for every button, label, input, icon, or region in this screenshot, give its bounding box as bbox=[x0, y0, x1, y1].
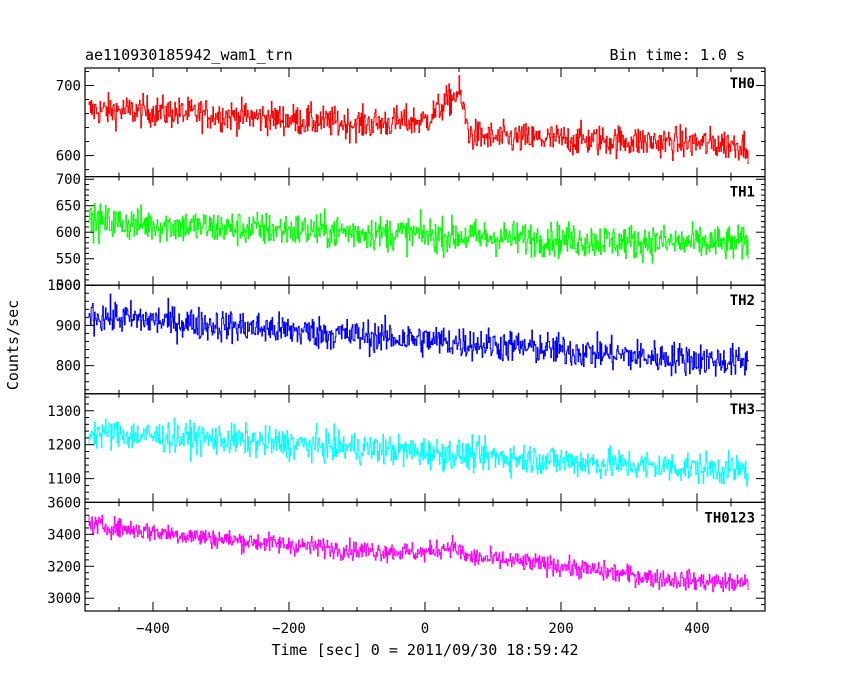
x-axis: −400 −200 0 200 400 bbox=[136, 621, 710, 637]
y-tick-label: 550 bbox=[56, 252, 81, 268]
y-tick-label: 3600 bbox=[47, 495, 81, 511]
y-tick-label: 1200 bbox=[47, 438, 81, 454]
y-tick-label: 650 bbox=[56, 199, 81, 215]
x-tick-label: −400 bbox=[136, 621, 170, 637]
panel-th0: 600 700 TH0 bbox=[56, 67, 766, 178]
panel-name-th1: TH1 bbox=[730, 185, 755, 201]
panel-name-th3: TH3 bbox=[730, 402, 755, 418]
series-line-th3 bbox=[88, 417, 749, 487]
y-tick-label: 3000 bbox=[47, 591, 81, 607]
panel-th1: 500 550 600 650 700 TH1 bbox=[56, 172, 766, 294]
y-tick-label: 700 bbox=[56, 172, 81, 188]
y-tick-label: 600 bbox=[56, 225, 81, 241]
x-tick-label: −200 bbox=[272, 621, 306, 637]
x-tick-label: 200 bbox=[548, 621, 573, 637]
panel-frame bbox=[84, 176, 766, 286]
series-line-th0 bbox=[88, 75, 749, 165]
panel-name-th0123: TH0123 bbox=[704, 510, 755, 526]
panel-frame bbox=[84, 393, 766, 503]
y-tick-label: 500 bbox=[56, 278, 81, 294]
y-tick-label: 3200 bbox=[47, 559, 81, 575]
y-axis-label: Counts/sec bbox=[4, 300, 22, 390]
panel-th2: 800 900 1000 TH2 bbox=[47, 278, 766, 395]
y-tick-label: 3400 bbox=[47, 527, 81, 543]
x-tick-label: 0 bbox=[421, 621, 429, 637]
bin-time-label: Bin time: 1.0 s bbox=[610, 46, 745, 64]
series-line-th2 bbox=[88, 293, 749, 377]
y-tick-label: 1000 bbox=[47, 278, 81, 294]
y-tick-label: 600 bbox=[56, 149, 81, 165]
series-line-th1 bbox=[88, 203, 749, 264]
panel-name-th0: TH0 bbox=[730, 76, 755, 92]
y-tick-label: 900 bbox=[56, 318, 81, 334]
panels-group: 600 700 TH0 500 550 600 650 700 TH1 800 900 1000 TH2… bbox=[47, 67, 766, 612]
panel-name-th2: TH2 bbox=[730, 293, 755, 309]
y-tick-label: 800 bbox=[56, 359, 81, 375]
x-tick-label: 400 bbox=[684, 621, 709, 637]
y-tick-label: 700 bbox=[56, 79, 81, 95]
panel-th3: 1100 1200 1300 TH3 bbox=[47, 393, 766, 503]
y-tick-label: 1300 bbox=[47, 404, 81, 420]
panel-frame bbox=[84, 284, 766, 395]
chart-title: ae110930185942_wam1_trn bbox=[85, 46, 293, 64]
x-axis-label: Time [sec] 0 = 2011/09/30 18:59:42 bbox=[271, 641, 578, 659]
panel-th0123: 3000 3200 3400 3600 TH0123 bbox=[47, 495, 766, 612]
series-line-th0123 bbox=[88, 514, 749, 593]
panel-frame bbox=[84, 67, 766, 178]
y-tick-label: 1100 bbox=[47, 472, 81, 488]
